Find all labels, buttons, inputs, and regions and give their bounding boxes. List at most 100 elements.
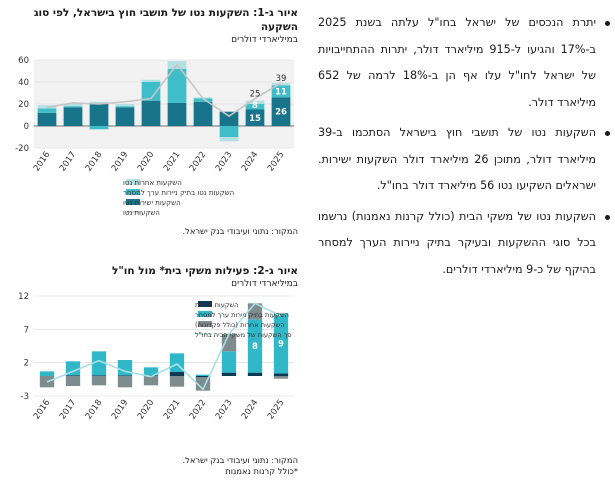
bar-portfolio-2018 — [91, 351, 107, 376]
legend-swatch-other — [198, 321, 212, 327]
bar-other-2019 — [117, 376, 133, 388]
legend-label-total: סך השקעות של משקי הבית בחו"ל — [195, 331, 292, 339]
y-tick-label: 7 — [24, 325, 29, 335]
y-tick-label: 2 — [24, 359, 29, 369]
bar-direct-2021 — [169, 372, 185, 376]
legend-label-direct: השקעות ישירות — [195, 301, 238, 309]
bar-other-2024 — [245, 100, 265, 104]
x-tick-label: 2020 — [136, 150, 157, 173]
data-label: 9 — [278, 339, 284, 349]
bullet-list: יתרת הנכסים של ישראל בחו"ל עלתה בשנת 202… — [318, 10, 610, 287]
bar-portfolio-2019 — [115, 106, 135, 108]
figure-2: איור ג-2: פעילות משקי בית* מול חו"ל במיל… — [6, 264, 298, 290]
figure-1-source-block: המקור: נתוני ועיבודי בנק ישראל. — [6, 226, 298, 237]
x-tick-label: 2025 — [266, 150, 287, 173]
bar-direct-2016 — [37, 112, 57, 126]
bar-direct-2019 — [115, 107, 135, 126]
bar-direct-2022 — [193, 101, 213, 126]
x-tick-label: 2021 — [162, 150, 183, 173]
bar-other-2025 — [273, 376, 289, 379]
figure-2-note: *כולל קרנות נאמנות — [225, 466, 298, 476]
bar-portfolio-2023 — [221, 351, 237, 373]
legend-swatch-portfolio — [126, 189, 140, 195]
bar-direct-2018 — [89, 104, 109, 126]
data-label: 11 — [275, 87, 287, 97]
bar-portfolio-2025 — [273, 313, 289, 374]
y-tick-label: 12 — [18, 292, 29, 302]
x-tick-label: 2019 — [110, 150, 131, 173]
bar-other-2023 — [221, 334, 237, 352]
bar-direct-2020 — [143, 375, 159, 376]
data-label: 26 — [275, 108, 287, 118]
legend-label-total: השקעות נטו — [123, 209, 160, 217]
x-tick-label: 2019 — [110, 398, 131, 421]
bar-portfolio-2021 — [167, 68, 187, 103]
bar-other-2017 — [63, 104, 83, 107]
bar-portfolio-2016 — [39, 371, 55, 376]
data-label: 25 — [250, 90, 261, 100]
bullet-dot — [605, 214, 610, 220]
bar-other-2023 — [219, 137, 239, 142]
bar-portfolio-2023 — [219, 126, 239, 137]
bullet-dot — [605, 21, 610, 26]
x-tick-label: 2017 — [58, 398, 79, 421]
data-label: 8 — [252, 342, 258, 352]
y-tick-label: -20 — [15, 144, 29, 154]
legend-label-direct: השקעות ישירות נטו — [123, 199, 181, 207]
bar-direct-2018 — [91, 375, 107, 376]
bar-portfolio-2022 — [195, 374, 211, 376]
bar-portfolio-2025 — [271, 85, 291, 98]
x-tick-label: 2020 — [136, 398, 157, 421]
bullet-text: יתרת הנכסים של ישראל בחו"ל עלתה בשנת 202… — [318, 16, 596, 109]
data-label: 39 — [276, 74, 287, 84]
y-tick-label: 40 — [18, 78, 29, 88]
legend-swatch-direct — [198, 301, 212, 307]
figure-2-source: המקור: נתוני ועיבודי בנק ישראל. — [182, 455, 298, 465]
figure-1: איור ג-1: השקעות נטו של תושבי חוץ בישראל… — [6, 6, 298, 46]
x-tick-label: 2022 — [188, 398, 209, 421]
bar-other-2017 — [65, 376, 81, 386]
bar-portfolio-2022 — [193, 98, 213, 102]
bar-direct-2017 — [63, 107, 83, 126]
x-tick-label: 2018 — [84, 398, 105, 421]
bar-portfolio-2016 — [37, 108, 57, 113]
bullet-text: השקעות נטו של תושבי חוץ בישראל הסתכמו ב-… — [318, 126, 596, 192]
legend-swatch-portfolio — [198, 311, 212, 317]
bar-other-2019 — [115, 104, 135, 107]
legend-label-other: השקעות אחרות נטו — [123, 179, 182, 187]
bullet-dot — [605, 131, 610, 136]
figure-2-title: איור ג-2: פעילות משקי בית* מול חו"ל — [111, 265, 298, 277]
figure-2-source-block: המקור: נתוני ועיבודי בנק ישראל. *כולל קר… — [6, 455, 298, 477]
x-tick-label: 2018 — [84, 150, 105, 173]
bar-direct-2020 — [141, 100, 161, 126]
bar-direct-2023 — [221, 372, 237, 376]
bar-portfolio-2020 — [141, 82, 161, 101]
legend-swatch-direct — [126, 199, 140, 205]
y-tick-label: 60 — [18, 56, 29, 66]
bar-other-2020 — [143, 376, 159, 386]
bar-portfolio-2017 — [65, 361, 81, 376]
bar-portfolio-2024 — [247, 319, 263, 373]
x-tick-label: 2016 — [32, 150, 53, 173]
x-tick-label: 2025 — [266, 398, 287, 421]
bar-direct-2022 — [195, 376, 211, 378]
bar-portfolio-2020 — [143, 367, 159, 376]
bullet-item: יתרת הנכסים של ישראל בחו"ל עלתה בשנת 202… — [318, 10, 610, 116]
y-tick-label: 20 — [18, 100, 29, 110]
bar-direct-2025 — [271, 97, 291, 126]
bar-other-2020 — [141, 79, 161, 82]
x-tick-label: 2017 — [58, 150, 79, 173]
x-tick-label: 2021 — [162, 398, 183, 421]
x-tick-label: 2023 — [214, 150, 235, 173]
y-tick-label: 0 — [24, 122, 29, 132]
x-tick-label: 2016 — [32, 398, 53, 421]
total-line — [46, 63, 282, 118]
bar-other-2018 — [89, 101, 109, 104]
bar-portfolio-2018 — [89, 126, 109, 130]
x-tick-label: 2023 — [214, 398, 235, 421]
bullet-text: השקעות נטו של משקי הבית (כולל קרנות נאמנ… — [318, 209, 596, 276]
data-label: 8 — [252, 101, 258, 111]
figure-1-unit: במיליארדי דולרים — [231, 35, 298, 45]
